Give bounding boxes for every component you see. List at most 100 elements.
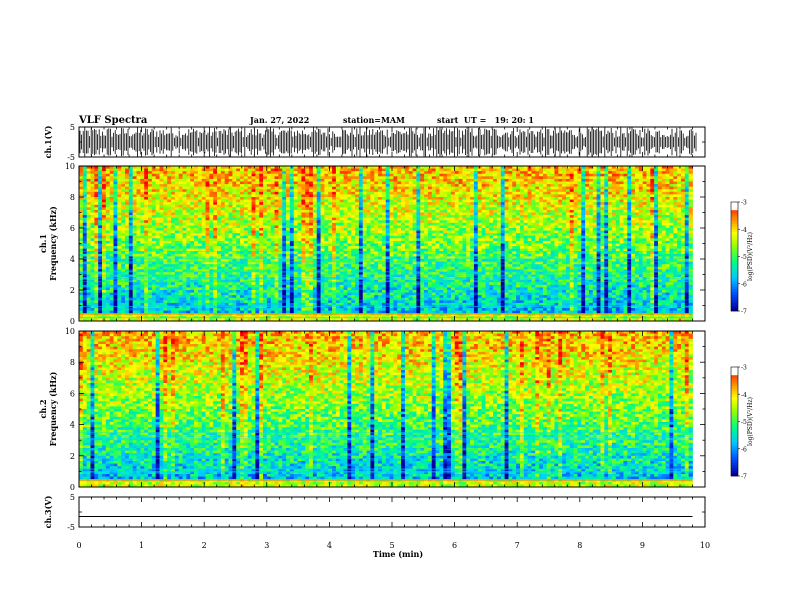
- spectrogram-cell: [466, 166, 471, 169]
- spectrogram-cell: [109, 184, 114, 188]
- spectrogram-cell: [581, 181, 586, 185]
- spectrogram-cell: [623, 222, 628, 226]
- spectrogram-cell: [462, 235, 467, 239]
- spectrogram-cell: [596, 215, 601, 219]
- spectrogram-cell: [243, 204, 249, 208]
- spectrogram-cell: [178, 199, 183, 203]
- spectrogram-cell: [136, 178, 141, 182]
- spectrogram-cell: [240, 212, 245, 216]
- spectrogram-cell: [266, 207, 272, 211]
- spectrogram-cell: [286, 207, 291, 211]
- spectrogram-cell: [355, 202, 360, 206]
- spectrogram-cell: [562, 230, 567, 234]
- spectrogram-cell: [631, 215, 636, 219]
- spectrogram-cell: [347, 191, 352, 195]
- spectrogram-cell: [462, 228, 467, 231]
- spectrogram-cell: [362, 197, 367, 200]
- spectrogram-cell: [654, 199, 659, 203]
- spectrogram-cell: [623, 178, 628, 182]
- spectrogram-cell: [259, 222, 264, 226]
- spectrogram-cell: [638, 220, 644, 224]
- spectrogram-cell: [358, 212, 364, 216]
- spectrogram-cell: [493, 178, 498, 182]
- spectrogram-cell: [339, 176, 344, 180]
- spectrogram-cell: [435, 233, 440, 237]
- spectrogram-cell: [102, 197, 107, 200]
- spectrogram-cell: [581, 228, 586, 231]
- spectrogram-cell: [401, 212, 406, 216]
- spectrogram-cell: [86, 173, 91, 177]
- spectrogram-cell: [79, 197, 84, 200]
- spectrogram-cell: [600, 186, 605, 190]
- spectrogram-cell: [408, 186, 413, 190]
- spectrogram-cell: [94, 189, 99, 193]
- spectrogram-cell: [496, 181, 502, 185]
- spectrogram-cell: [393, 230, 398, 234]
- spectrogram-cell: [523, 197, 528, 200]
- spectrogram-cell: [259, 199, 264, 203]
- spectrogram-cell: [171, 171, 176, 175]
- spectrogram-cell: [454, 186, 459, 190]
- spectrogram-cell: [657, 202, 663, 206]
- spectrogram-cell: [335, 222, 341, 226]
- spectrogram-cell: [293, 212, 298, 216]
- spectrogram-cell: [650, 173, 655, 177]
- spectrogram-cell: [148, 184, 153, 188]
- spectrogram-cell: [661, 233, 667, 237]
- spectrogram-cell: [320, 204, 325, 208]
- spectrogram-cell: [412, 207, 417, 211]
- spectrogram-cell: [209, 222, 214, 226]
- spectrogram-cell: [554, 220, 559, 224]
- spectrogram-cell: [401, 166, 406, 169]
- spectrogram-cell: [493, 189, 498, 193]
- spectrogram-cell: [358, 202, 364, 206]
- spectrogram-cell: [427, 207, 433, 211]
- spectrogram-cell: [458, 189, 463, 193]
- spectrogram-cell: [259, 225, 264, 229]
- spectrogram-cell: [370, 230, 375, 234]
- spectrogram-cell: [435, 225, 440, 229]
- spectrogram-cell: [270, 217, 275, 221]
- spectrogram-cell: [631, 171, 636, 175]
- spectrogram-cell: [680, 204, 686, 208]
- spectrogram-cell: [228, 217, 233, 221]
- spectrogram-cell: [447, 199, 452, 203]
- spectrogram-cell: [301, 184, 306, 188]
- spectrogram-cell: [151, 171, 157, 175]
- spectrogram-cell: [447, 176, 452, 180]
- spectrogram-cell: [182, 186, 187, 190]
- spectrogram-cell: [596, 233, 601, 237]
- spectrogram-cell: [259, 215, 264, 219]
- spectrogram-cell: [140, 215, 145, 219]
- spectrogram-cell: [182, 222, 187, 226]
- spectrogram-cell: [431, 217, 436, 221]
- spectrogram-cell: [351, 204, 356, 208]
- spectrogram-cell: [370, 197, 375, 200]
- spectrogram-cell: [535, 176, 540, 180]
- spectrogram-cell: [247, 215, 252, 219]
- spectrogram-cell: [378, 228, 383, 231]
- spectrogram-cell: [159, 197, 164, 200]
- spectrogram-cell: [94, 233, 99, 237]
- spectrogram-cell: [171, 228, 176, 231]
- spectrogram-cell: [585, 194, 590, 198]
- spectrogram-cell: [297, 171, 302, 175]
- spectrogram-cell: [615, 209, 621, 213]
- spectrogram-cell: [542, 197, 548, 200]
- spectrogram-cell: [389, 197, 394, 200]
- spectrogram-cell: [500, 171, 505, 175]
- spectrogram-cell: [623, 194, 628, 198]
- spectrogram-cell: [305, 166, 310, 169]
- spectrogram-cell: [205, 189, 210, 193]
- spectrogram-cell: [539, 225, 544, 229]
- spectrogram-cell: [140, 225, 145, 229]
- spectrogram-cell: [232, 220, 237, 224]
- spectrogram-cell: [358, 207, 364, 211]
- spectrogram-cell: [201, 202, 206, 206]
- spectrogram-cell: [669, 189, 674, 193]
- spectrogram-cell: [650, 178, 655, 182]
- spectrogram-cell: [550, 191, 555, 195]
- spectrogram-cell: [546, 199, 552, 203]
- spectrogram-cell: [404, 202, 410, 206]
- spectrogram-cell: [431, 233, 436, 237]
